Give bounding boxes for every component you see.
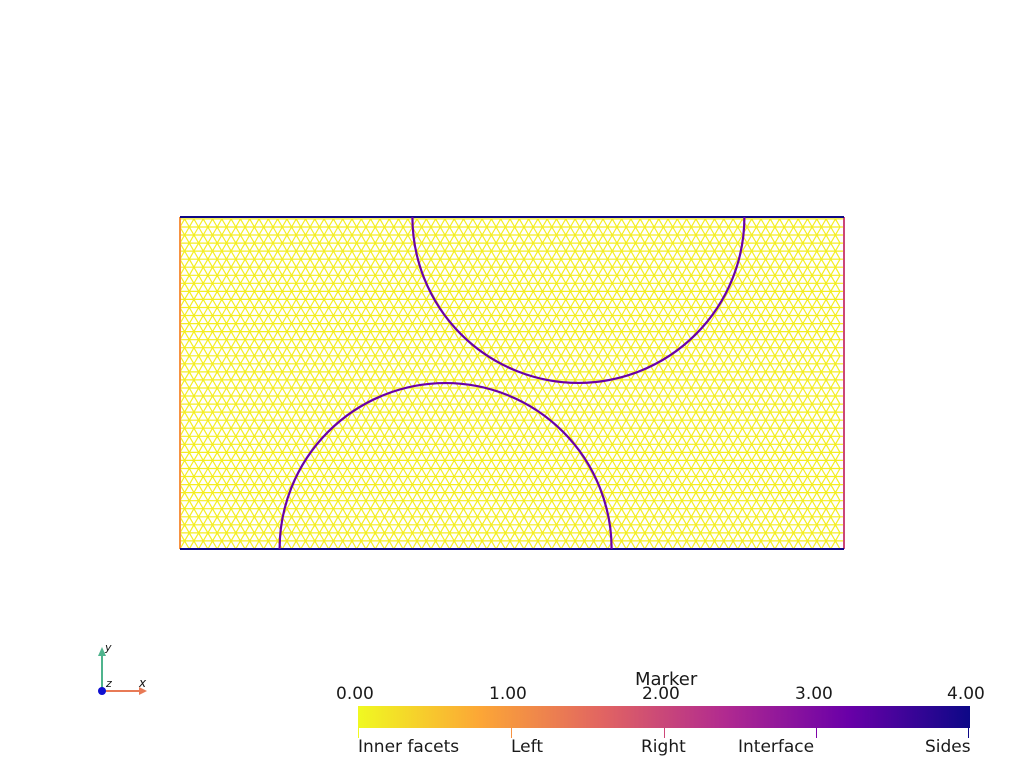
annotation-mark-sides [968,728,969,738]
inner-facets [179,218,844,550]
colorbar-tick-0: 0.00 [336,684,374,704]
interface-arc-1 [411,216,746,385]
colorbar-tick-1: 1.00 [489,684,527,704]
annotation-left: Left [511,737,543,757]
colorbar [358,706,970,728]
mesh-edges [179,218,844,550]
colorbar-tick-2: 2.00 [642,684,680,704]
annotation-mark-inner [358,728,359,738]
z-axis-label: z [105,677,112,690]
colorbar-tick-3: 3.00 [795,684,833,704]
annotation-inner-facets: Inner facets [358,737,460,757]
annotation-mark-interface [816,728,817,738]
y-axis-arrow [98,647,106,656]
annotation-interface: Interface [738,737,815,757]
colorbar-tick-4: 4.00 [947,684,985,704]
orientation-axes: x y z [98,641,147,695]
z-axis-dot [98,687,106,695]
x-axis-label: x [138,676,147,690]
interface-arc-0 [278,381,613,550]
x-axis-arrow [139,687,147,695]
colorbar-title: Marker [635,669,698,690]
annotation-mark-left [511,728,512,738]
y-axis-label: y [104,641,112,654]
annotation-mark-right [664,728,665,738]
annotation-sides: Sides [925,737,971,757]
mesh-boundary [179,216,845,550]
annotation-right: Right [641,737,686,757]
